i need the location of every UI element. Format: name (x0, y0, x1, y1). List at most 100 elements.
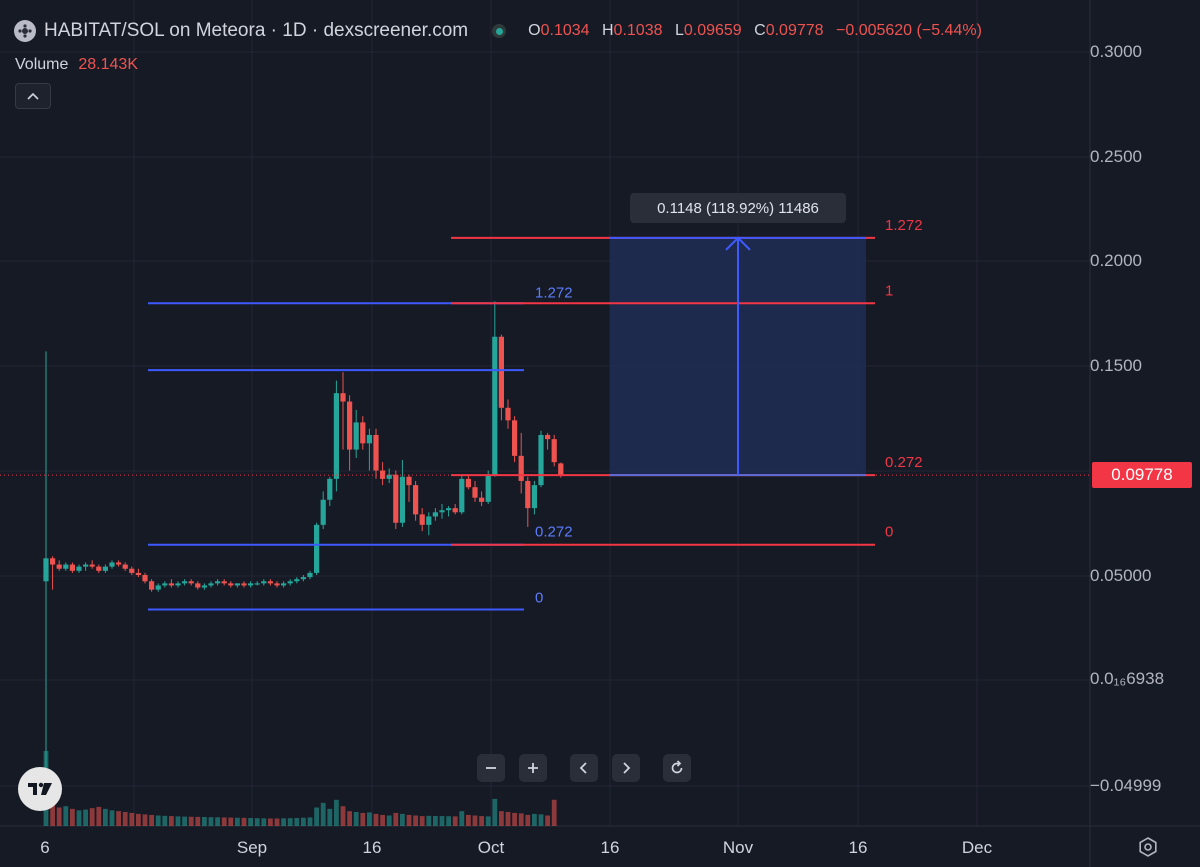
reset-icon (671, 760, 683, 774)
candle-body (83, 564, 89, 567)
ohlc-readout: O0.1034 H0.1038 L0.09659 C0.09778 −0.005… (528, 22, 982, 39)
price-tick: 0.0₁₆6938 (1090, 669, 1165, 688)
volume-bar (129, 812, 135, 826)
volume-bar (195, 816, 201, 826)
candle-body (485, 474, 491, 502)
price-tick: 0.05000 (1090, 566, 1152, 585)
market-status-icon (492, 24, 507, 38)
zoom-in-button[interactable] (519, 754, 547, 782)
candle-body (446, 508, 452, 511)
candle-body (215, 581, 221, 584)
chart-settings-button[interactable] (1137, 836, 1159, 858)
candle-body (50, 558, 56, 565)
change-value: −0.005620 (−5.44%) (836, 22, 982, 39)
candle-body (168, 583, 174, 586)
volume-bar (525, 814, 531, 826)
volume-bar (459, 811, 465, 826)
candle-body (96, 566, 102, 571)
collapse-legend-button[interactable] (15, 83, 51, 109)
low-value: 0.09659 (683, 22, 742, 39)
candle-body (314, 524, 320, 573)
volume-bar (367, 812, 372, 826)
candle-body (300, 577, 306, 580)
candle-body (208, 583, 214, 586)
volume-bar (294, 818, 300, 826)
volume-bar (314, 807, 319, 826)
fib-red-label: 1.272 (885, 217, 923, 234)
time-tick: Oct (477, 838, 505, 857)
volume-bar (532, 813, 537, 826)
volume-value: 28.143K (78, 56, 138, 73)
price-tick: 0.2500 (1090, 147, 1142, 166)
volume-bar (492, 798, 498, 826)
candle-body (505, 407, 511, 421)
price-tick: 0.2000 (1090, 251, 1142, 270)
candle-body (248, 583, 254, 586)
volume-bar (103, 808, 108, 826)
open-value: 0.1034 (540, 22, 590, 39)
volume-bar (50, 805, 55, 826)
candle-body (360, 422, 366, 444)
time-tick: Nov (722, 838, 754, 857)
candle-body (228, 583, 234, 586)
fib-blue-label: 0.272 (535, 524, 573, 541)
plus-icon (528, 763, 538, 773)
fib-blue-label: 1.272 (535, 284, 573, 301)
candle-body (353, 422, 359, 450)
tradingview-logo-icon[interactable] (18, 767, 62, 811)
volume-bar (419, 816, 425, 826)
candle-body (294, 579, 300, 582)
volume-bar (175, 816, 181, 826)
chevron-right-icon (623, 762, 631, 774)
volume-bar (446, 816, 451, 826)
volume-bar (485, 816, 491, 826)
settings-icon (1139, 837, 1157, 857)
candle-body (327, 478, 333, 500)
range-arrow-head (725, 236, 751, 251)
fib-red-label: 1 (885, 282, 893, 299)
volume-bar (202, 817, 207, 826)
candle-body (188, 581, 194, 584)
volume-bar (472, 815, 478, 826)
volume-bar (512, 812, 517, 826)
volume-bar (334, 799, 339, 826)
volume-bar (89, 808, 95, 826)
candle-body (201, 585, 207, 588)
candle-body (241, 583, 247, 586)
volume-bar (380, 814, 385, 826)
time-tick: 16 (848, 838, 868, 857)
scroll-left-button[interactable] (570, 754, 598, 782)
candle-body (63, 564, 69, 569)
scroll-right-button[interactable] (612, 754, 640, 782)
volume-bar (499, 811, 504, 826)
volume-bar (268, 818, 273, 826)
candle-body (538, 434, 544, 486)
time-tick: 6 (40, 838, 50, 857)
reset-chart-button[interactable] (663, 754, 691, 782)
candle-body (149, 581, 155, 590)
candle-body (109, 562, 115, 567)
price-tick: 0.1500 (1090, 356, 1142, 375)
volume-bar (386, 815, 392, 826)
candle-body (221, 581, 227, 584)
candle-body (393, 474, 399, 523)
volume-bar (439, 816, 445, 826)
candle-body (43, 558, 49, 582)
candle-body (465, 478, 471, 488)
candle-body (525, 480, 531, 509)
chart-header: HABITAT/SOL on Meteora · 1D · dexscreene… (14, 20, 982, 42)
fib-red-label: 0 (885, 524, 893, 541)
chevron-up-icon (27, 92, 39, 100)
volume-bar (142, 814, 148, 826)
volume-bar (538, 814, 544, 826)
last-price-label: 0.09778 (1092, 462, 1192, 488)
zoom-out-button[interactable] (477, 754, 505, 782)
volume-bar (261, 818, 267, 826)
candle-body (479, 497, 485, 502)
volume-bar (274, 818, 280, 826)
candle-body (373, 434, 379, 471)
candle-body (254, 583, 260, 585)
time-tick: Dec (961, 838, 993, 857)
volume-bar (320, 802, 326, 826)
